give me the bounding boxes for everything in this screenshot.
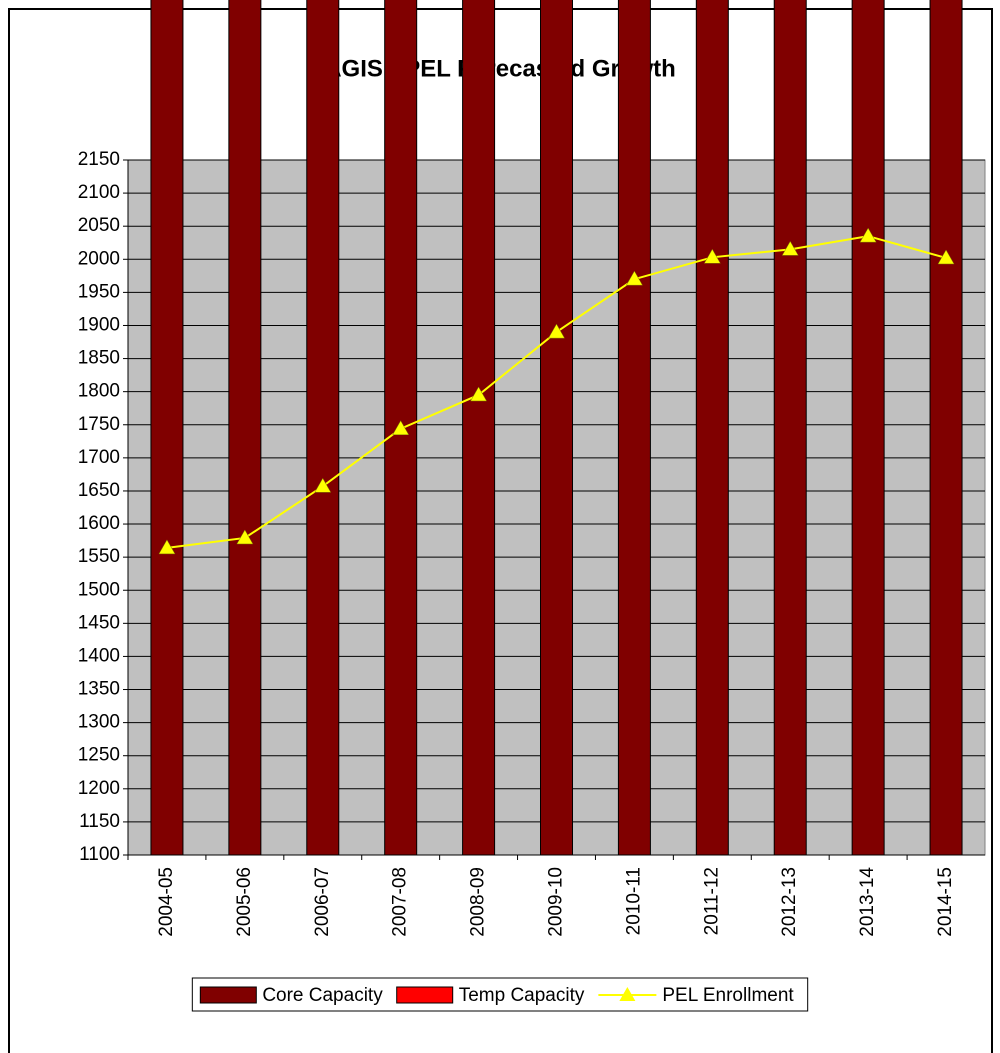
y-tick-label: 1400 bbox=[78, 645, 120, 666]
y-tick-label: 1450 bbox=[78, 612, 120, 633]
marker bbox=[859, 227, 877, 243]
x-tick-label: 2013-14 bbox=[857, 867, 878, 937]
marker bbox=[625, 270, 643, 286]
x-tick-label: 2007-08 bbox=[390, 867, 411, 937]
x-tick-label: 2011-12 bbox=[701, 867, 722, 935]
marker bbox=[158, 539, 176, 555]
y-tick-label: 1300 bbox=[78, 712, 120, 733]
marker bbox=[937, 249, 955, 265]
bar bbox=[617, 0, 651, 856]
bar bbox=[773, 0, 807, 856]
bar bbox=[695, 0, 729, 856]
y-tick-label: 1700 bbox=[78, 447, 120, 468]
y-tick-label: 1800 bbox=[78, 381, 120, 402]
marker bbox=[314, 477, 332, 493]
y-tick-label: 1150 bbox=[79, 811, 120, 832]
legend-label: Temp Capacity bbox=[459, 985, 585, 1006]
y-tick-label: 1650 bbox=[78, 480, 120, 501]
marker bbox=[703, 248, 721, 264]
legend-marker bbox=[619, 987, 636, 1001]
bar bbox=[228, 0, 262, 856]
y-tick-label: 1350 bbox=[78, 679, 120, 700]
x-tick-label: 2008-09 bbox=[468, 867, 489, 937]
x-tick-label: 2009-10 bbox=[546, 867, 567, 937]
marker bbox=[548, 323, 565, 339]
marker bbox=[470, 386, 488, 402]
y-tick-label: 1250 bbox=[78, 745, 120, 766]
y-tick-label: 1900 bbox=[78, 314, 120, 335]
y-tick-label: 2100 bbox=[78, 182, 120, 203]
marker bbox=[236, 529, 254, 545]
bar bbox=[540, 0, 573, 856]
y-tick-label: 1500 bbox=[78, 579, 120, 600]
legend-label: PEL Enrollment bbox=[662, 985, 794, 1006]
marker bbox=[392, 420, 410, 435]
y-tick-label: 1600 bbox=[78, 513, 120, 534]
bar bbox=[150, 0, 184, 856]
y-tick-label: 1850 bbox=[78, 348, 120, 369]
legend: Core Capacity Temp Capacity PEL Enrollment bbox=[191, 977, 809, 1012]
y-tick-label: 2050 bbox=[78, 215, 120, 236]
bar bbox=[306, 0, 340, 856]
legend-swatch bbox=[199, 986, 257, 1004]
y-tick-label: 1550 bbox=[78, 546, 120, 567]
y-tick-label: 2000 bbox=[78, 248, 120, 269]
y-tick-label: 1200 bbox=[78, 778, 120, 799]
x-tick-label: 2006-07 bbox=[312, 867, 333, 937]
x-tick-label: 2014-15 bbox=[935, 867, 956, 937]
legend-swatch bbox=[396, 986, 454, 1004]
legend-label: Core Capacity bbox=[262, 985, 383, 1006]
legend-box bbox=[191, 977, 809, 1012]
x-tick-label: 2012-13 bbox=[779, 867, 800, 937]
y-tick-label: 1950 bbox=[78, 281, 120, 302]
y-tick-label: 2150 bbox=[78, 149, 120, 170]
bar bbox=[851, 0, 885, 856]
x-tick-label: 2004-05 bbox=[156, 867, 177, 937]
bar bbox=[462, 0, 496, 856]
bar bbox=[929, 0, 963, 856]
x-tick-label: 2005-06 bbox=[234, 867, 255, 937]
chart-title: AGIS - PEL Forecasted Growth bbox=[324, 55, 676, 82]
y-tick-label: 1100 bbox=[79, 844, 120, 865]
marker bbox=[781, 240, 799, 256]
y-tick-label: 1750 bbox=[78, 414, 120, 435]
x-tick-label: 2010-11 bbox=[623, 867, 644, 935]
